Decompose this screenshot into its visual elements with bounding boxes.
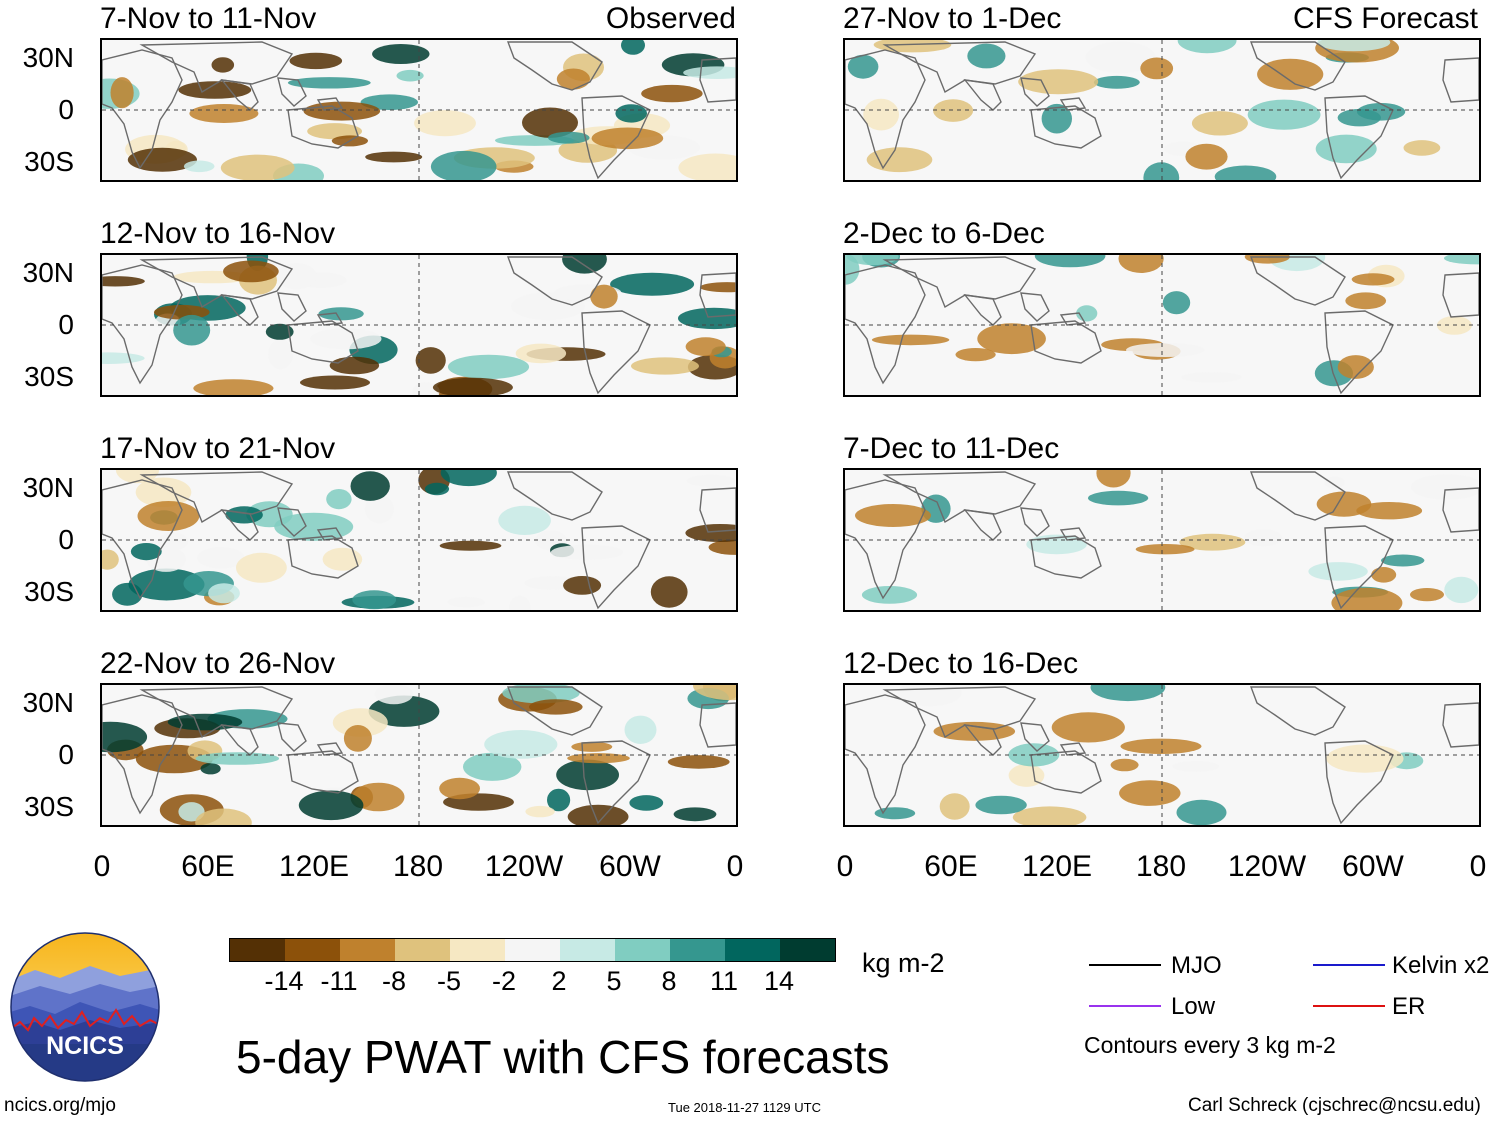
lat-label-30n-row2: 30N [22,257,74,288]
lon-label-fc-0: 0 [836,850,854,883]
colorbar-swatch [670,939,725,961]
forecast-map-3 [843,468,1481,612]
colorbar [229,938,836,962]
lat-label-0-row2: 0 [58,309,74,340]
lat-label-30n-row3: 30N [22,472,74,503]
observed-map-4 [100,683,738,827]
colorbar-swatch [285,939,340,961]
lon-label-obs-0: 0 [93,850,111,883]
lon-label-obs-60w: 60W [599,850,661,883]
forecast-panel-title-1: 27-Nov to 1-Dec [843,2,1062,35]
legend-line-kelvin [1313,964,1385,966]
lat-label-30s-row4: 30S [24,791,74,822]
lon-label-obs-60e: 60E [181,850,235,883]
lon-label-fc-180: 180 [1135,850,1187,883]
lon-label-obs-120e: 120E [278,850,350,883]
figure-title: 5-day PWAT with CFS forecasts [236,1031,890,1083]
observed-panel-title-4: 22-Nov to 26-Nov [100,647,336,680]
colorbar-swatch [725,939,780,961]
colorbar-tick-label: 2 [551,966,567,996]
footer-url[interactable]: ncics.org/mjo [4,1095,116,1116]
colorbar-tick-label: -14 [264,966,304,996]
lon-label-obs-0-end: 0 [726,850,744,883]
footer-credit: Carl Schreck (cjschrec@ncsu.edu) [1188,1095,1481,1116]
legend-line-mjo [1089,964,1161,966]
lon-label-fc-60w: 60W [1342,850,1404,883]
footer-timestamp: Tue 2018-11-27 1129 UTC [668,1100,821,1115]
observed-panel-title-3: 17-Nov to 21-Nov [100,432,336,465]
colorbar-swatch [560,939,615,961]
forecast-map-2 [843,253,1481,397]
lat-label-0-row3: 0 [58,524,74,555]
observed-panel-title-2: 12-Nov to 16-Nov [100,217,336,250]
legend-line-low [1089,1005,1161,1007]
colorbar-tick-label: 8 [661,966,677,996]
lon-label-fc-60e: 60E [924,850,978,883]
forecast-map-4 [843,683,1481,827]
colorbar-tick-label: 11 [709,966,739,996]
forecast-panel-title-4: 12-Dec to 16-Dec [843,647,1079,680]
lon-label-fc-0-end: 0 [1469,850,1487,883]
lat-label-30n-row1: 30N [22,42,74,73]
forecast-panel-title-2: 2-Dec to 6-Dec [843,217,1045,250]
ncics-logo: NCICS [10,932,160,1082]
lat-label-30s-row2: 30S [24,361,74,392]
colorbar-tick-label: -11 [320,966,358,996]
forecast-header: CFS Forecast [1292,2,1478,35]
forecast-map-1 [843,38,1481,182]
observed-map-2 [100,253,738,397]
lat-label-0-row1: 0 [58,94,74,125]
colorbar-swatch [450,939,505,961]
legend-label-low: Low [1171,993,1216,1020]
observed-map-3 [100,468,738,612]
colorbar-tick-label: 5 [606,966,622,996]
colorbar-units: kg m-2 [862,948,945,978]
lon-label-fc-120w: 120W [1227,850,1307,883]
colorbar-swatch [505,939,560,961]
legend-label-mjo: MJO [1171,952,1222,979]
colorbar-swatch [615,939,670,961]
lon-label-obs-120w: 120W [484,850,564,883]
colorbar-swatch [340,939,395,961]
observed-header: Observed [605,2,736,35]
colorbar-tick-label: -8 [381,966,406,996]
legend-line-er [1313,1005,1385,1007]
colorbar-tick-label: -5 [436,966,461,996]
lon-label-fc-120e: 120E [1021,850,1093,883]
colorbar-tick-label: -2 [491,966,516,996]
contour-note: Contours every 3 kg m-2 [1084,1032,1336,1058]
lat-label-30s-row3: 30S [24,576,74,607]
forecast-panel-title-3: 7-Dec to 11-Dec [843,432,1060,465]
legend-label-er: ER [1392,993,1426,1020]
lat-label-0-row4: 0 [58,739,74,770]
lon-label-obs-180: 180 [392,850,444,883]
observed-panel-title-1: 7-Nov to 11-Nov [100,2,317,35]
lat-label-30s-row1: 30S [24,146,74,177]
colorbar-swatch [230,939,285,961]
colorbar-swatch [780,939,835,961]
ncics-logo-text: NCICS [46,1032,124,1060]
lat-label-30n-row4: 30N [22,687,74,718]
colorbar-swatch [395,939,450,961]
legend-label-kelvin: Kelvin x2 [1392,952,1490,979]
observed-map-1 [100,38,738,182]
colorbar-tick-label: 14 [763,966,795,996]
